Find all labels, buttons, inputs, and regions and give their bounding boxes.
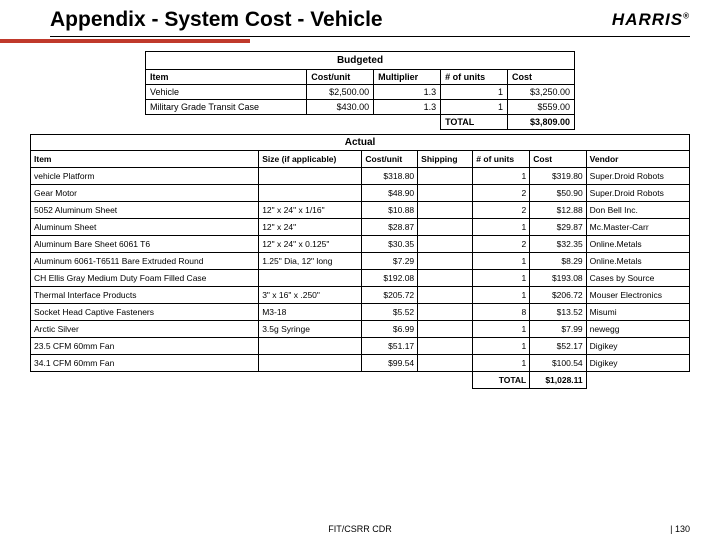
page-title: Appendix - System Cost - Vehicle (50, 8, 383, 32)
table-row: Gear Motor$48.902$50.90Super.Droid Robot… (31, 185, 690, 202)
col-cost: Cost (530, 151, 586, 168)
table-row: Arctic Silver3.5g Syringe$6.991$7.99newe… (31, 321, 690, 338)
actual-table: Item Size (if applicable) Cost/unit Ship… (30, 150, 690, 389)
col-mult: Multiplier (374, 70, 441, 85)
total-row: TOTAL $3,809.00 (146, 115, 575, 130)
col-units: # of units (473, 151, 530, 168)
col-vendor: Vendor (586, 151, 689, 168)
table-row: vehicle Platform$318.801$319.80Super.Dro… (31, 168, 690, 185)
col-costunit: Cost/unit (307, 70, 374, 85)
brand-logo: HARRIS® (612, 10, 690, 30)
table-row: Military Grade Transit Case $430.00 1.3 … (146, 100, 575, 115)
footer-center: FIT/CSRR CDR (328, 524, 392, 534)
col-size: Size (if applicable) (259, 151, 362, 168)
table-row: CH Ellis Gray Medium Duty Foam Filled Ca… (31, 270, 690, 287)
budgeted-caption: Budgeted (146, 52, 575, 70)
col-item: Item (146, 70, 307, 85)
table-row: Vehicle $2,500.00 1.3 1 $3,250.00 (146, 85, 575, 100)
actual-caption: Actual (30, 134, 690, 150)
col-ship: Shipping (418, 151, 473, 168)
table-row: Socket Head Captive FastenersM3-18$5.528… (31, 304, 690, 321)
table-row: 34.1 CFM 60mm Fan$99.541$100.54Digikey (31, 355, 690, 372)
table-row: 5052 Aluminum Sheet12" x 24" x 1/16"$10.… (31, 202, 690, 219)
footer-page-number: | 130 (670, 524, 690, 534)
title-divider (50, 36, 690, 37)
col-cost: Cost (507, 70, 574, 85)
table-row: Thermal Interface Products3" x 16" x .25… (31, 287, 690, 304)
table-row: Aluminum Sheet12" x 24"$28.871$29.87Mc.M… (31, 219, 690, 236)
table-row: 23.5 CFM 60mm Fan$51.171$52.17Digikey (31, 338, 690, 355)
total-row: TOTAL $1,028.11 (31, 372, 690, 389)
table-row: Aluminum 6061-T6511 Bare Extruded Round1… (31, 253, 690, 270)
table-row: Aluminum Bare Sheet 6061 T612" x 24" x 0… (31, 236, 690, 253)
col-units: # of units (441, 70, 508, 85)
budgeted-table: Budgeted Item Cost/unit Multiplier # of … (145, 51, 575, 130)
slide-header: Appendix - System Cost - Vehicle HARRIS® (0, 0, 720, 36)
content-area: Budgeted Item Cost/unit Multiplier # of … (0, 43, 720, 389)
col-cu: Cost/unit (362, 151, 418, 168)
slide-footer: FIT/CSRR CDR | 130 (0, 524, 720, 534)
col-item: Item (31, 151, 259, 168)
